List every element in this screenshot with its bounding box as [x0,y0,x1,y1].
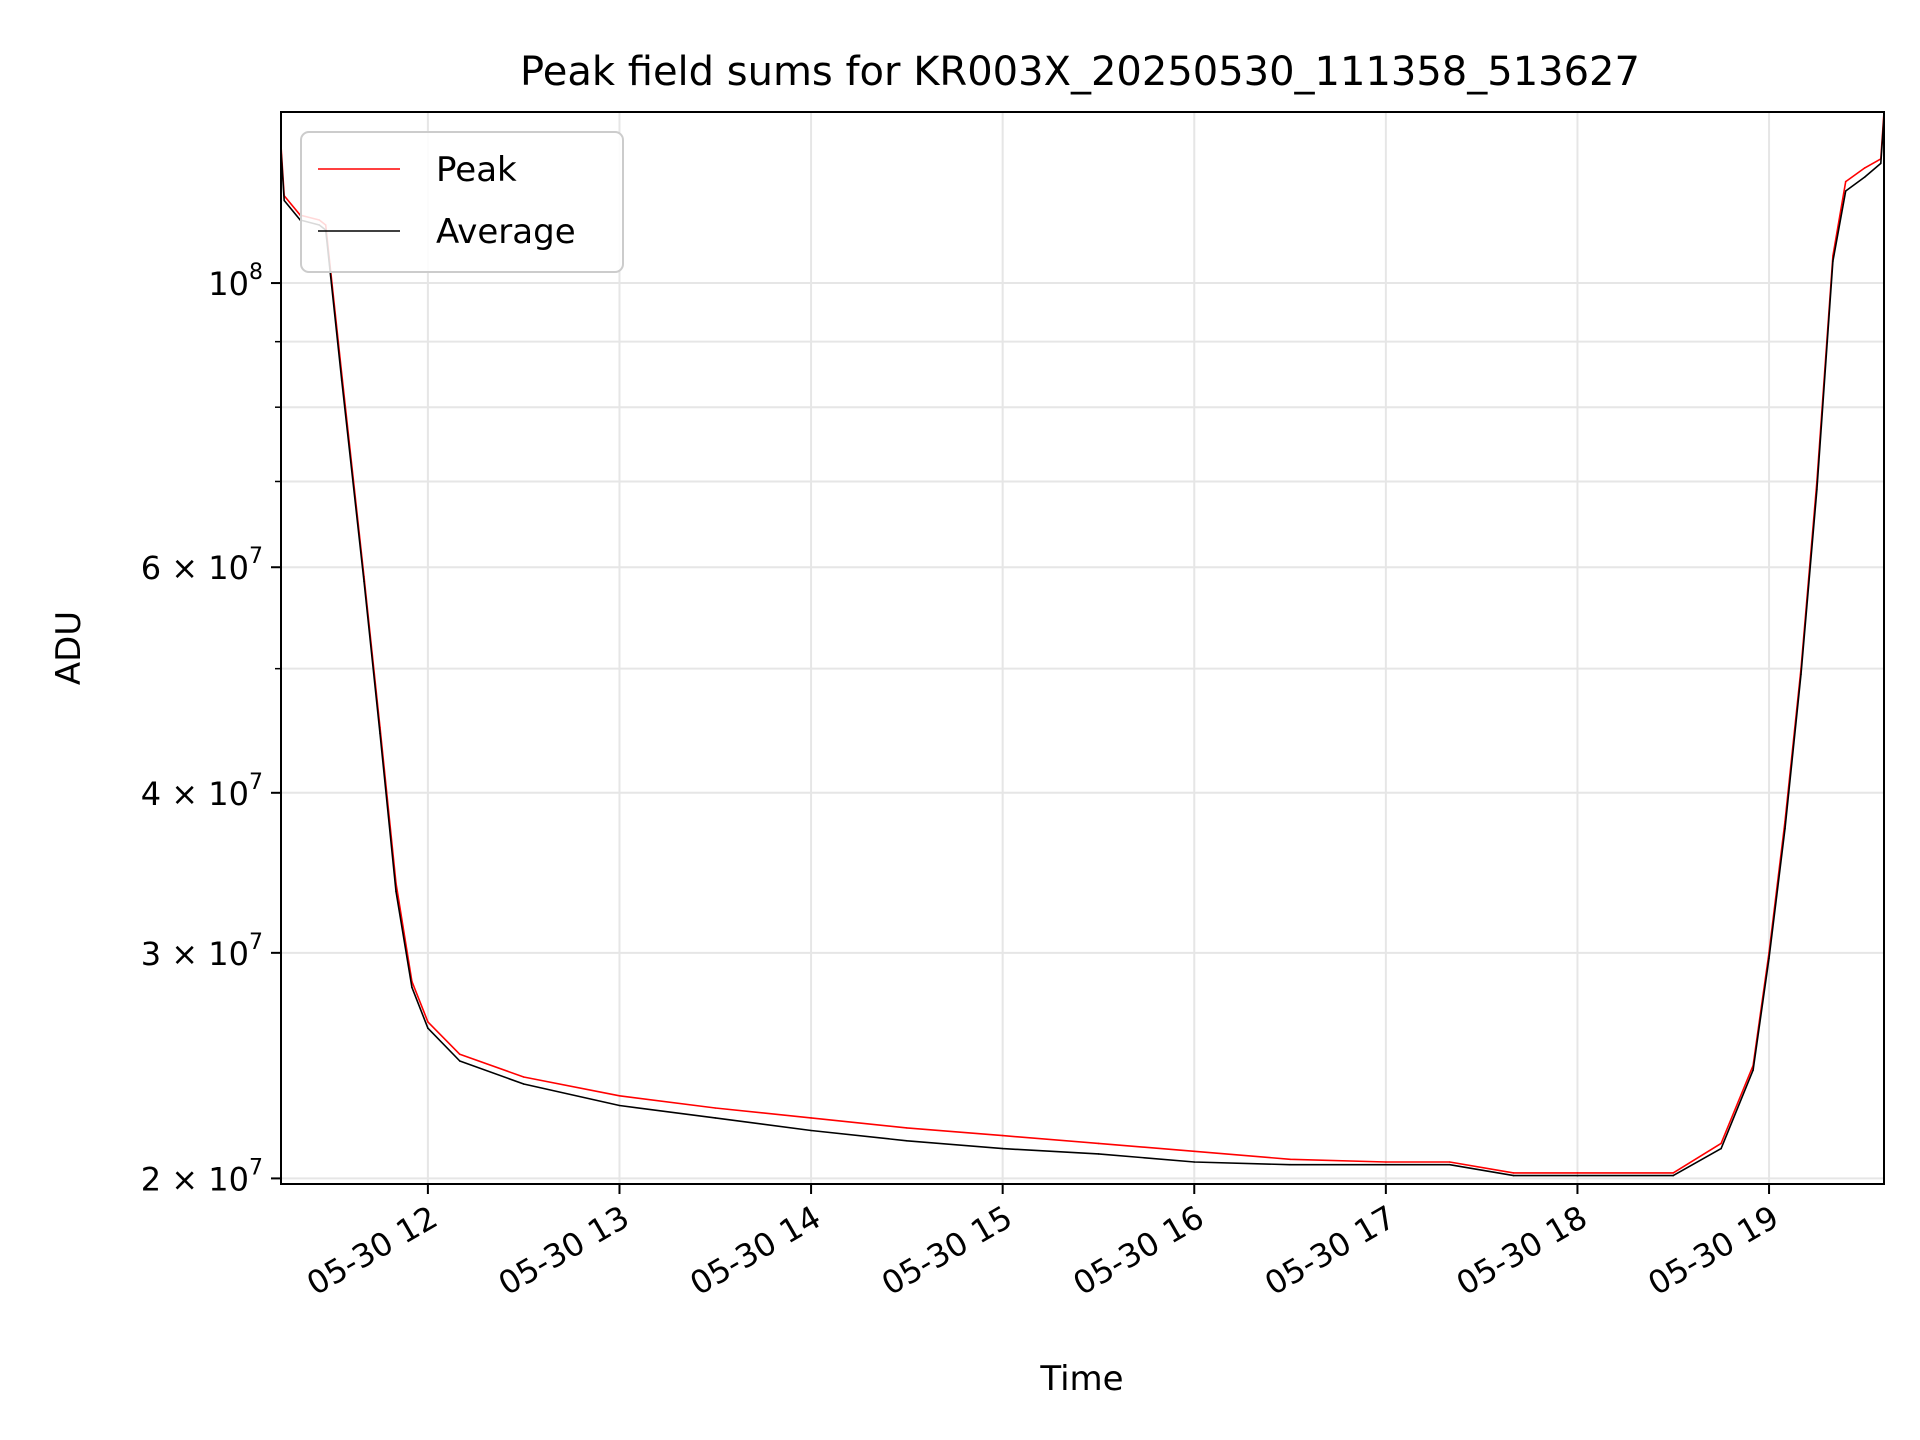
y-tick-label-base: 3 × 10 [141,935,249,973]
series-point-average [1816,488,1818,491]
series-point-average [1385,1163,1387,1166]
series-point-average [1768,957,1770,960]
x-axis-label: Time [1039,1359,1123,1399]
series-point-average [1880,162,1882,165]
series-point-average [522,1083,525,1085]
series-point-average [1193,1161,1196,1163]
legend-label-peak: Peak [436,150,517,190]
y-axis-label: ADU [49,611,89,685]
legend-label-average: Average [436,212,576,252]
series-point-average [459,1060,461,1062]
y-tick-label: 2 × 107 [141,1155,263,1198]
series-point-peak [810,1117,812,1119]
series-point-average [1097,1153,1100,1155]
series-point-average [1832,260,1834,263]
series-point-peak [1289,1158,1291,1161]
series-point-average [1752,1069,1754,1071]
series-point-average [1800,673,1802,676]
series-point-average [1512,1174,1515,1177]
series-point-average [411,986,413,989]
series-point-peak [1864,167,1866,169]
y-tick-label-base: 10 [208,265,249,303]
series-point-average [1720,1147,1722,1150]
series-point-peak [1448,1161,1451,1163]
series-point-average [1784,827,1786,830]
y-tick-label: 3 × 107 [141,930,263,973]
series-point-average [714,1117,717,1119]
series-point-peak [906,1127,908,1129]
series-point-peak [618,1095,621,1097]
series-point-average [1576,1174,1579,1177]
series-point-average [427,1027,429,1029]
series-point-peak [1512,1172,1515,1174]
series-point-peak [522,1076,525,1078]
y-tick-label: 108 [208,260,263,303]
series-point-peak [459,1053,461,1056]
series-point-average [1844,190,1847,192]
y-tick-label-exponent: 7 [249,1155,263,1180]
series-point-peak [1720,1142,1722,1145]
series-point-average [379,732,381,735]
y-tick-label-exponent: 7 [249,544,263,569]
grid-lines [281,112,1884,1184]
series-point-average [1864,176,1866,178]
series-point-peak [1385,1161,1387,1163]
series-point-average [283,199,286,202]
series-point-average [363,580,365,583]
y-tick-label-exponent: 8 [249,260,263,285]
series-point-average [906,1140,908,1142]
y-tick-label-exponent: 7 [249,930,263,955]
y-tick-label-exponent: 7 [249,770,263,795]
series-point-peak [714,1107,717,1109]
legend: Peak Average [300,131,624,273]
legend-box [300,131,624,273]
series-point-average [1448,1163,1451,1166]
series-point-average [1001,1147,1004,1150]
series-point-average [1672,1174,1674,1177]
series-point-peak [1193,1150,1196,1153]
series-point-peak [1576,1172,1579,1174]
y-tick-label: 4 × 107 [141,770,263,813]
y-tick-label-base: 2 × 10 [141,1160,249,1198]
series-point-average [1289,1163,1291,1166]
y-tick-label-base: 4 × 10 [141,775,249,813]
series-point-average [810,1129,812,1132]
y-tick-label: 6 × 107 [141,544,263,587]
series-point-average [618,1104,621,1107]
series-point-peak [1001,1134,1004,1137]
plot-frame [280,111,1885,1185]
y-tick-label-base: 6 × 10 [141,549,249,587]
series-point-peak [427,1021,429,1023]
series-point-average [340,379,343,381]
series-point-peak [1844,180,1847,183]
series-layer [280,111,1885,1177]
chart-title: Peak field sums for KR003X_20250530_1113… [520,49,1640,95]
series-point-average [395,890,397,893]
series-point-peak [1672,1172,1674,1174]
series-point-peak [1097,1142,1100,1145]
